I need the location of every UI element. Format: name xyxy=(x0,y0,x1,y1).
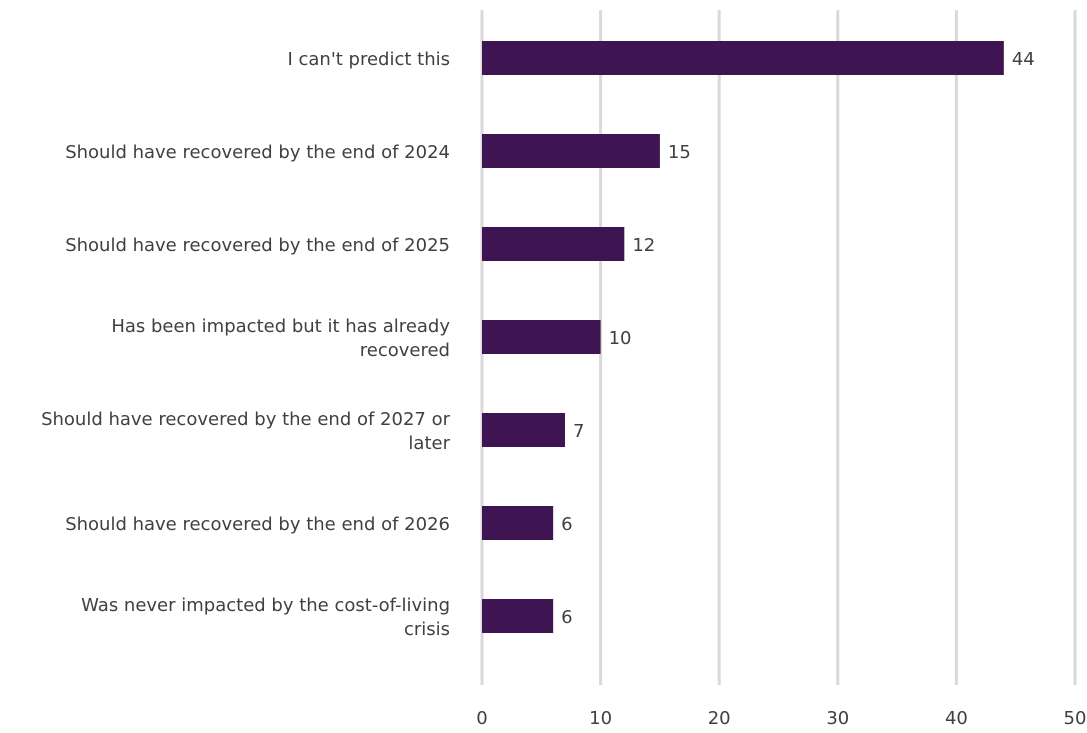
category-label: Has been impacted but it has already xyxy=(111,316,450,337)
data-labels: 44 15 12 10 7 6 6 xyxy=(561,49,1035,628)
x-tick-label: 10 xyxy=(589,708,612,729)
bar xyxy=(482,134,660,168)
category-label: crisis xyxy=(404,619,450,640)
gridlines xyxy=(480,10,1077,685)
data-label: 6 xyxy=(561,514,572,535)
x-tick-label: 40 xyxy=(945,708,968,729)
x-axis-ticks: 0 10 20 30 40 50 xyxy=(476,708,1086,729)
category-label: I can't predict this xyxy=(287,49,450,70)
x-tick-label: 20 xyxy=(708,708,731,729)
data-label: 6 xyxy=(561,607,572,628)
category-label: Should have recovered by the end of 2026 xyxy=(65,514,450,535)
bar xyxy=(482,320,601,354)
category-labels: I can't predict this Should have recovere… xyxy=(41,49,451,640)
category-label: Should have recovered by the end of 2025 xyxy=(65,235,450,256)
bar xyxy=(482,41,1004,75)
data-label: 15 xyxy=(668,142,691,163)
category-label: Should have recovered by the end of 2027… xyxy=(41,409,451,430)
x-tick-label: 0 xyxy=(476,708,487,729)
bar xyxy=(482,506,554,540)
bar xyxy=(482,227,625,261)
data-label: 10 xyxy=(609,328,632,349)
bar xyxy=(482,599,554,633)
bar xyxy=(482,413,566,447)
data-label: 12 xyxy=(632,235,655,256)
category-label: recovered xyxy=(360,340,450,361)
data-label: 44 xyxy=(1012,49,1035,70)
category-label: later xyxy=(408,433,450,454)
data-label: 7 xyxy=(573,421,584,442)
bars xyxy=(482,41,1004,633)
category-label: Was never impacted by the cost-of-living xyxy=(81,595,450,616)
x-tick-label: 30 xyxy=(826,708,849,729)
x-tick-label: 50 xyxy=(1064,708,1087,729)
category-label: Should have recovered by the end of 2024 xyxy=(65,142,450,163)
